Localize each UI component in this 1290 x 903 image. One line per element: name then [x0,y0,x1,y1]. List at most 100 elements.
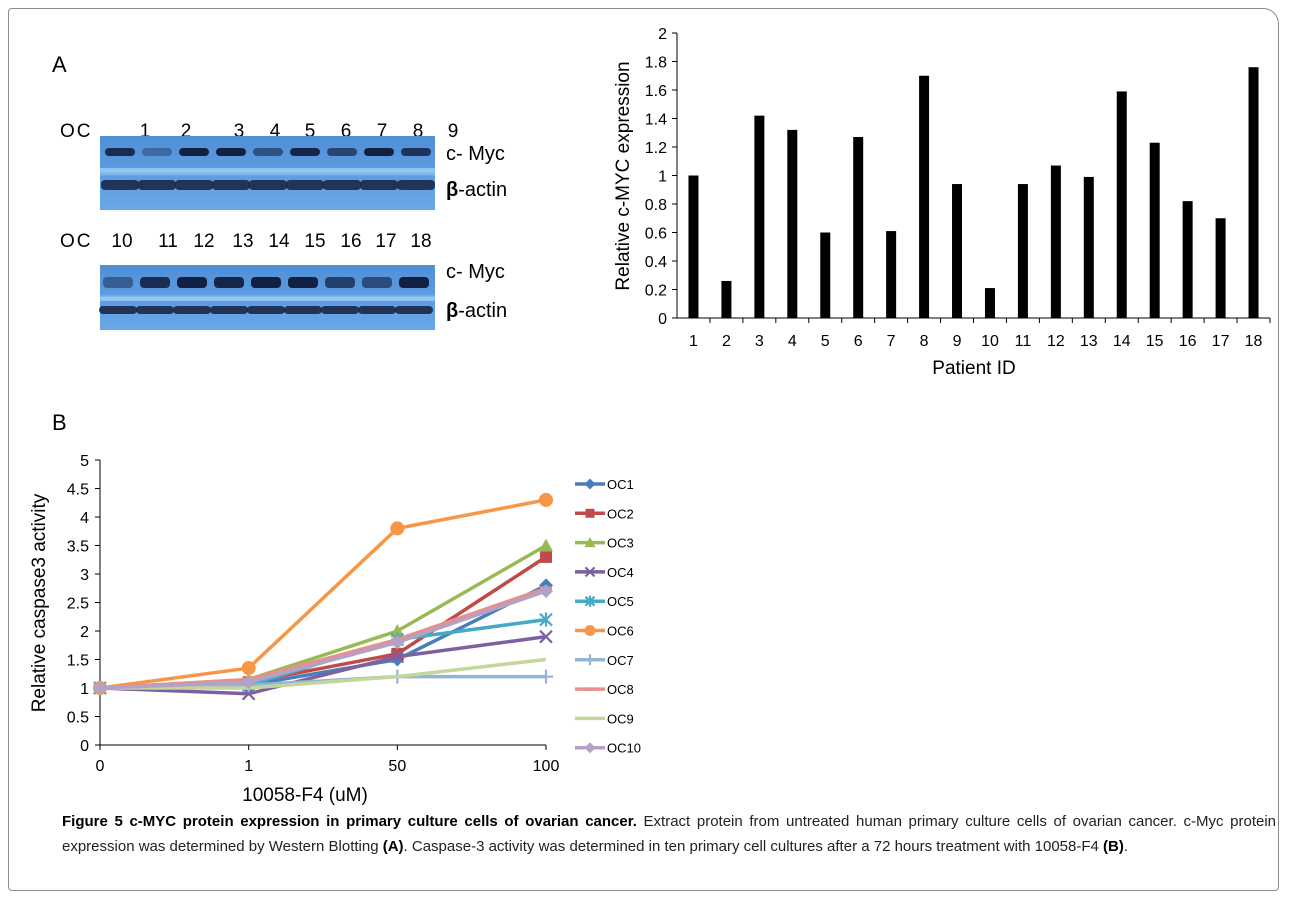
x-tick-label: 14 [1113,333,1131,350]
legend-item: OC2 [575,506,634,521]
lane-label: 3 [233,121,245,142]
blot-band-actin [138,180,176,190]
y-tick-label: 1.6 [645,83,667,100]
x-tick-label: 6 [854,333,863,350]
blot-band-actin [286,180,324,190]
western-blot-2 [99,265,435,330]
bar [787,129,798,318]
x-tick-label: 8 [920,333,929,350]
legend-label: OC6 [607,624,634,639]
caption-title: Figure 5 c-MYC protein expression in pri… [62,813,637,830]
blot-2-cmyc-label: c- Myc [446,261,505,283]
data-point [390,635,405,650]
blot-band-cmyc [288,277,318,288]
bar [1116,91,1127,318]
y-tick-label: 0.6 [645,226,667,243]
blot-band-actin [212,180,250,190]
legend-item: OC3 [575,536,634,551]
blot-band-cmyc [364,148,394,156]
triangle-marker [390,624,405,637]
legend-item: OC7 [575,653,634,668]
blot-band-actin [249,180,287,190]
legend-item: OC10 [575,741,641,756]
line-chart-y-axis-label: Relative caspase3 activity [29,493,50,712]
bar [754,115,765,319]
lane-label: 17 [375,231,397,252]
square-marker [540,550,552,563]
y-tick-label: 0.8 [645,197,667,214]
blot-membrane [100,136,435,210]
line-chart: Relative caspase3 activity 10058-F4 (uM)… [29,453,559,806]
caption-ref-a: (A) [382,837,404,855]
bar [984,288,995,318]
beta-symbol: β [446,179,459,201]
blot-band-cmyc [216,148,246,156]
lane-label: 14 [268,231,290,252]
blot-band-cmyc [214,277,244,288]
lane-label: 1 [139,121,151,142]
blot-band-cmyc [251,277,281,288]
y-tick-label: 2 [80,624,89,641]
legend-item: OC1 [575,477,634,492]
figure-caption: Figure 5 c-MYC protein expression in pri… [62,810,1276,859]
y-tick-label: 0 [80,738,89,755]
blot-band-cmyc [105,148,135,156]
data-point [539,629,553,644]
blot-band-cmyc [399,277,429,288]
data-point [584,742,596,754]
blot-band-cmyc [362,277,392,288]
blot-band-cmyc [253,148,283,156]
data-point [390,649,405,664]
y-tick-label: 3.5 [67,539,89,556]
bar [1149,142,1160,318]
bar [1215,218,1226,318]
data-point [539,538,553,552]
lane-label: 5 [304,121,316,142]
blot-band-actin [210,306,248,314]
x-tick-label: 16 [1179,333,1197,350]
caption-text: . [1123,837,1129,855]
circle-marker [241,661,256,676]
data-point [241,661,256,676]
y-tick-label: 0.4 [645,254,667,271]
x-tick-label: 18 [1245,333,1263,350]
lane-label: 2 [180,121,192,142]
blot-band-actin [175,180,213,190]
y-tick-label: 1.5 [67,653,89,670]
x-tick-label: 10 [981,333,999,350]
data-point [584,478,596,490]
series-oc6 [93,492,553,695]
legend-label: OC9 [607,711,634,726]
data-point [584,654,596,666]
marker-stroke [390,649,405,664]
y-tick-label: 1.8 [645,55,667,72]
blot-1-actin-label: β-actin [446,179,507,202]
y-tick-label: 1 [658,169,667,186]
blot-band-cmyc [327,148,357,156]
bar [820,232,831,318]
series-line [99,634,547,696]
triangle-marker [584,537,596,548]
x-tick-label: 5 [821,333,830,350]
blot-divider [100,168,435,172]
blot-band-cmyc [103,277,133,288]
y-tick-label: 0.5 [67,710,89,727]
x-tick-label: 4 [788,333,797,350]
lane-label: 18 [410,231,432,252]
circle-marker [584,625,596,636]
data-point [584,595,596,607]
blot-2-oc-label: OC [60,231,93,252]
panel-b-label: B [52,410,67,435]
diamond-marker [390,635,405,650]
blot-band-cmyc [325,277,355,288]
x-tick-label: 11 [1015,333,1032,350]
lane-label: 16 [340,231,362,252]
data-point [540,550,552,563]
lane-label: 11 [158,231,178,252]
legend-label: OC4 [607,565,634,580]
y-tick-label: 1.4 [645,112,667,129]
caption-text: Extract protein from untreated human pri… [62,813,1276,855]
bar-chart-x-axis-label: Patient ID [932,358,1015,379]
x-tick-label: 1 [689,333,698,350]
